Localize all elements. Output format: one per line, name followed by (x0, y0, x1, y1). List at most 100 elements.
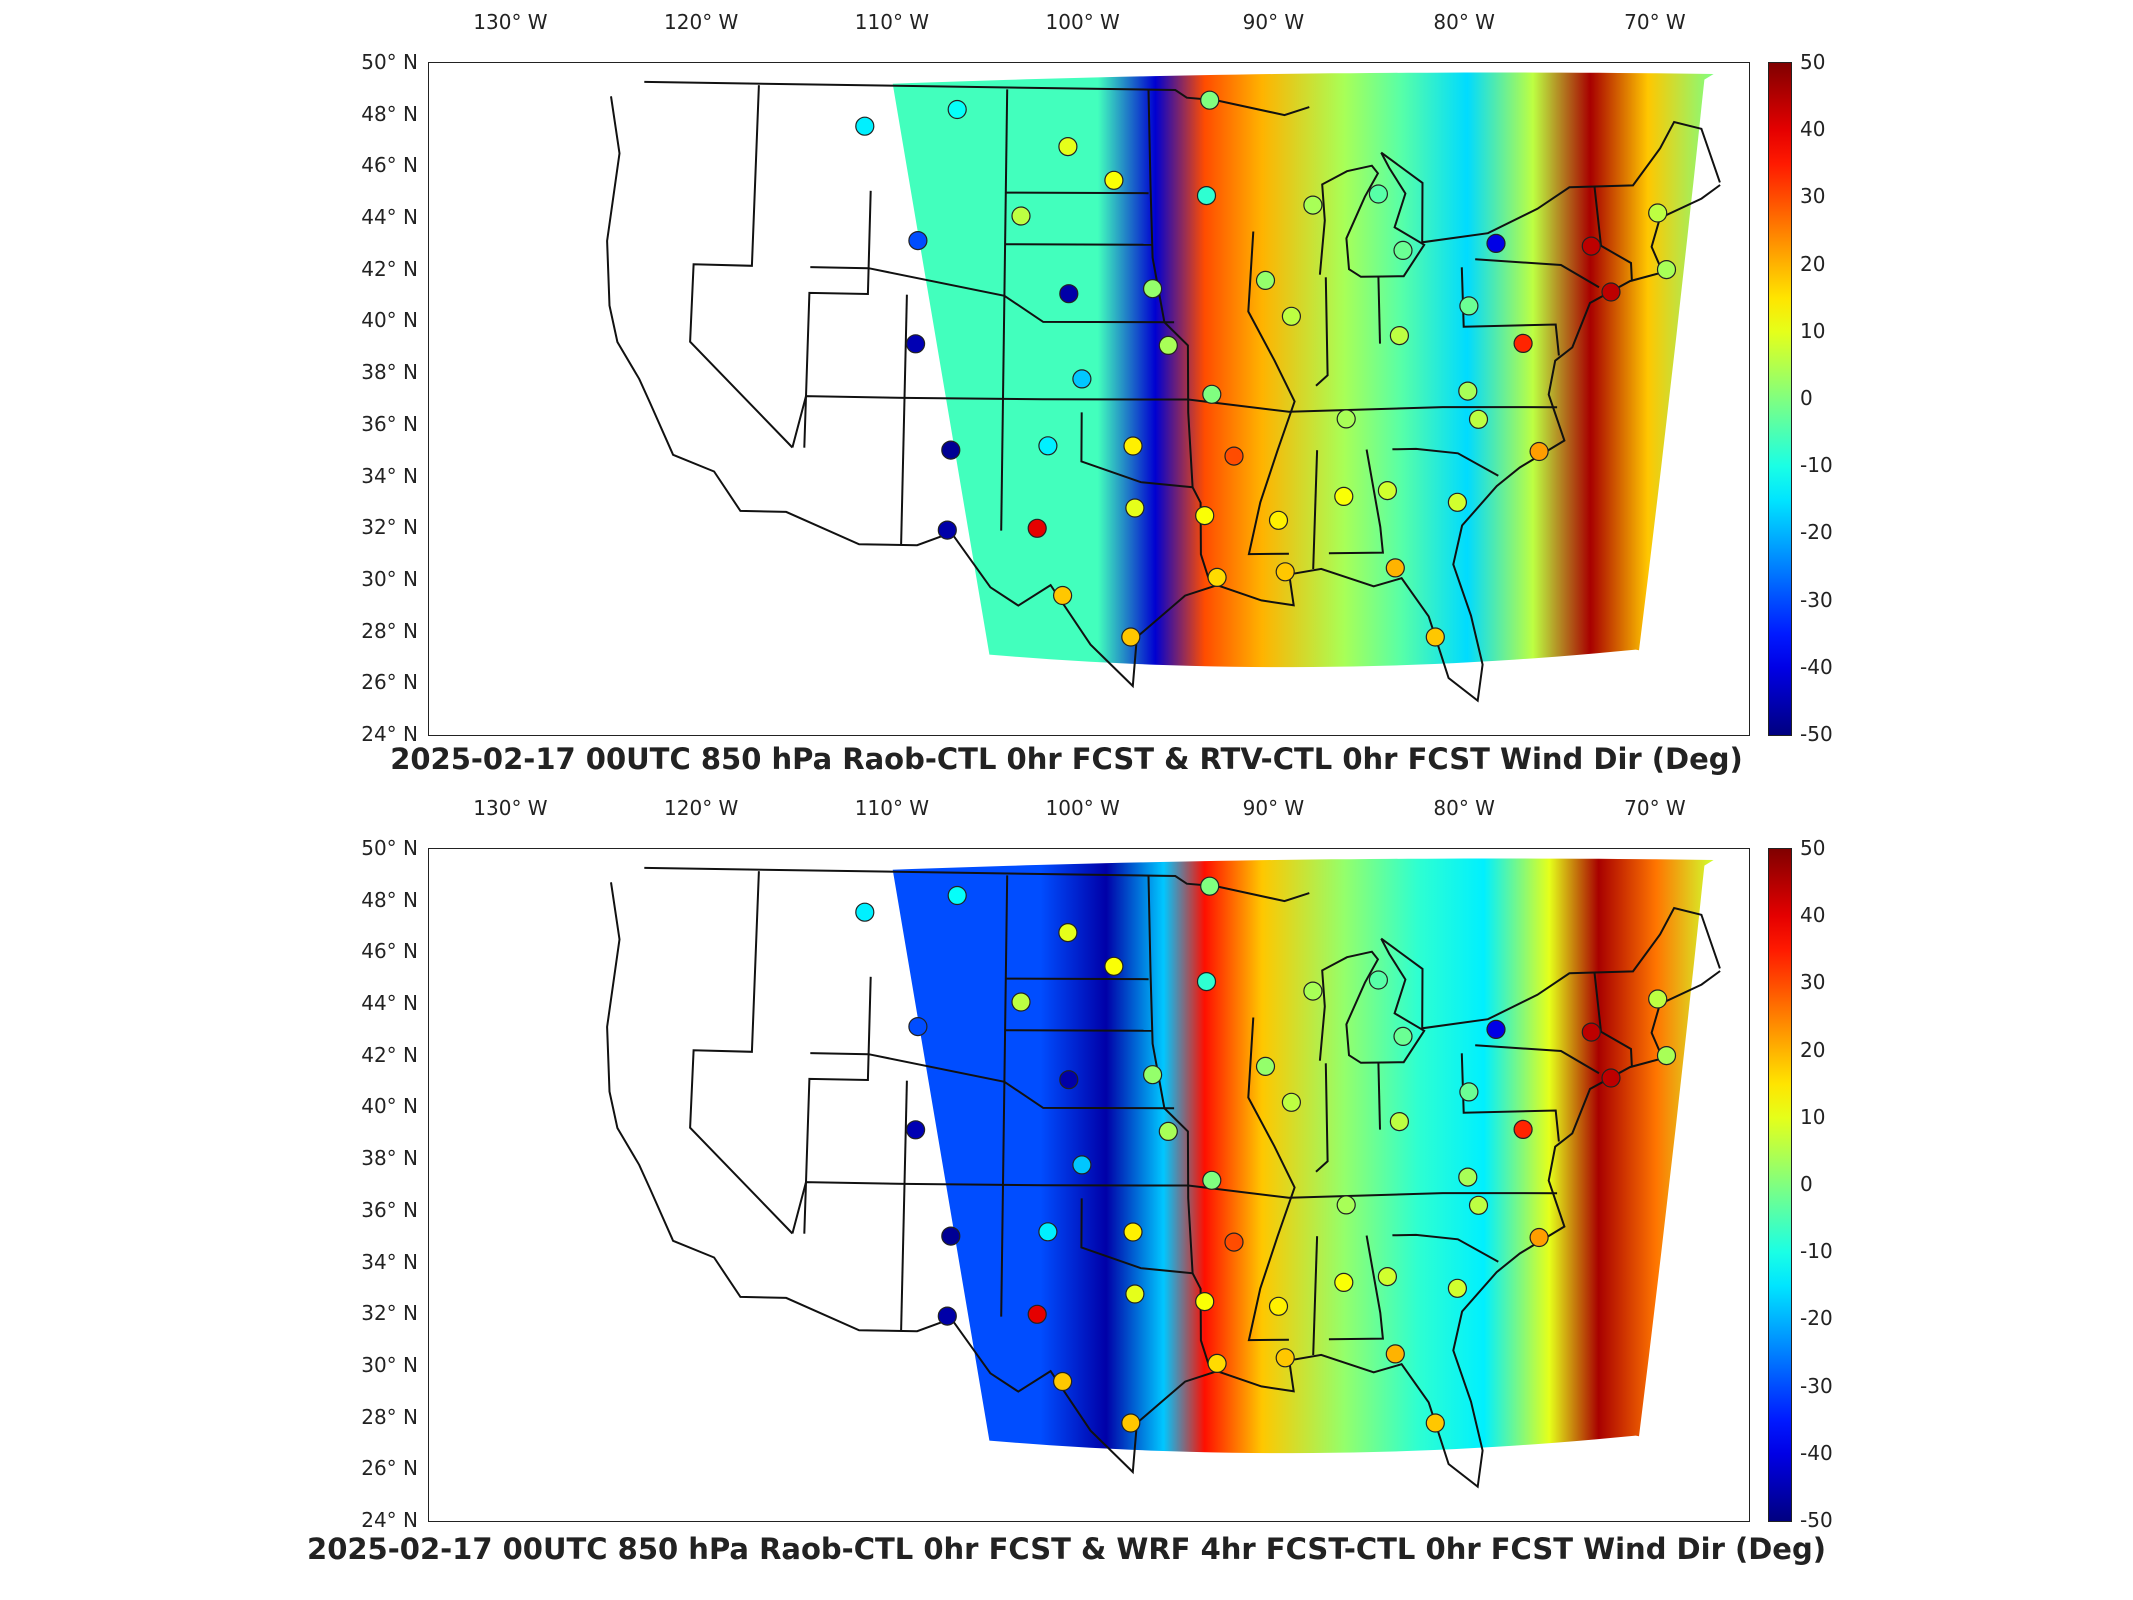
lat-tick-label: 28° N (361, 618, 418, 643)
lat-tick-label: 30° N (361, 566, 418, 591)
colorbar-tick-label: 30 (1800, 184, 1826, 209)
raob-station-marker (1275, 562, 1295, 582)
colorbar-tick-label: -20 (1800, 1306, 1833, 1331)
colorbar-tick-label: 20 (1800, 1037, 1826, 1062)
raob-station-marker (1385, 558, 1405, 578)
lat-tick-label: 38° N (361, 1146, 418, 1171)
raob-station-marker (1121, 627, 1141, 647)
raob-station-marker (1648, 989, 1668, 1009)
raob-station-marker (1281, 1092, 1302, 1112)
state-boundary (1328, 449, 1385, 555)
lat-tick-label: 28° N (361, 1404, 418, 1429)
raob-station-marker (1224, 1232, 1244, 1252)
raob-station-marker (1207, 1353, 1227, 1374)
state-boundary (1312, 450, 1319, 570)
lat-tick-label: 50° N (361, 50, 418, 74)
state-boundary (1147, 89, 1211, 581)
state-boundary (1005, 977, 1149, 981)
state-boundary (1005, 191, 1149, 195)
lon-tick-label: 70° W (1624, 796, 1686, 820)
map-canvas-bottom (606, 858, 1721, 1489)
raob-station-marker (1581, 1022, 1601, 1042)
raob-station-marker (1202, 1170, 1222, 1190)
raob-station-marker (1072, 1155, 1092, 1175)
raob-station-marker (1389, 1112, 1410, 1132)
state-boundary (1460, 267, 1560, 356)
lon-tick-label: 130° W (473, 796, 548, 820)
panel-title-bottom: 2025-02-17 00UTC 850 hPa Raob-CTL 0hr FC… (307, 1532, 1826, 1566)
raob-station-marker (1195, 506, 1215, 526)
raob-station-marker (1458, 1167, 1478, 1187)
raob-station-marker (1529, 441, 1549, 462)
raob-station-marker (1202, 384, 1222, 404)
raob-station-marker (1601, 282, 1621, 302)
raob-station-marker (1125, 498, 1145, 518)
raob-station-marker (1393, 1026, 1413, 1046)
raob-station-marker (941, 1226, 961, 1246)
raob-station-marker (1303, 195, 1323, 215)
colorbar-tick-label: 20 (1800, 251, 1826, 276)
raob-station-marker (1377, 1267, 1398, 1287)
state-boundary (1380, 906, 1721, 1030)
state-boundary (1460, 1053, 1560, 1142)
raob-station-marker (1334, 486, 1354, 506)
state-boundary (803, 976, 872, 1234)
raob-station-marker (1158, 1121, 1178, 1141)
lon-tick-label: 80° W (1433, 796, 1495, 820)
raob-station-marker (1459, 1082, 1479, 1102)
state-boundary (1247, 231, 1296, 556)
lat-tick-label: 46° N (361, 939, 418, 964)
lat-tick-label: 44° N (361, 205, 418, 230)
raob-station-marker (1425, 627, 1445, 647)
raob-station-marker (1059, 284, 1079, 304)
state-boundary (1593, 972, 1633, 1068)
raob-station-marker (941, 440, 961, 460)
raob-station-marker (1268, 1296, 1289, 1316)
raob-station-marker (906, 1120, 926, 1140)
state-boundary (1593, 186, 1633, 282)
lat-tick-label: 34° N (361, 1249, 418, 1274)
colorbar-tick-label: -30 (1800, 1373, 1833, 1398)
colorbar-top (1768, 62, 1792, 736)
raob-station-marker (1377, 481, 1398, 501)
map-frame-top (428, 62, 1750, 736)
colorbar-tick-label: -30 (1800, 587, 1833, 612)
raob-station-marker (1142, 1065, 1163, 1085)
lat-tick-label: 36° N (361, 411, 418, 436)
coastline (606, 96, 1721, 703)
raob-station-marker (906, 334, 926, 354)
raob-station-marker (1200, 876, 1220, 896)
state-boundary (1080, 1198, 1193, 1275)
lon-tick-label: 120° W (664, 796, 739, 820)
colorbar-tick-label: -20 (1800, 520, 1833, 545)
state-boundary (1318, 152, 1426, 278)
raob-station-marker (1072, 369, 1092, 389)
state-boundary (689, 85, 794, 449)
lat-tick-label: 26° N (361, 1456, 418, 1481)
raob-station-marker (1425, 1413, 1445, 1433)
lat-tick-label: 48° N (361, 887, 418, 912)
raob-station-marker (947, 885, 967, 906)
lat-tick-label: 40° N (361, 1094, 418, 1119)
raob-station-marker (1368, 970, 1389, 990)
raob-station-marker (1656, 260, 1677, 280)
raob-station-marker (1123, 436, 1143, 456)
raob-station-marker (1581, 236, 1601, 256)
colorbar-tick-label: 0 (1800, 386, 1813, 410)
raob-station-marker (1196, 972, 1217, 992)
raob-station-marker (1038, 436, 1058, 456)
colorbar-bottom (1768, 848, 1792, 1522)
raob-station-marker (1458, 381, 1478, 401)
raob-station-marker (1468, 1195, 1489, 1215)
lat-tick-label: 34° N (361, 463, 418, 488)
raob-station-marker (1011, 206, 1031, 226)
state-boundary (1247, 1017, 1296, 1342)
state-boundary (1147, 875, 1211, 1367)
colorbar-tick-label: 40 (1800, 117, 1826, 142)
colorbar-tick-label: 50 (1800, 50, 1826, 74)
raob-station-marker (1255, 270, 1276, 290)
coastline (606, 882, 1721, 1489)
raob-station-marker (1059, 1070, 1079, 1090)
colorbar-tick-label: 40 (1800, 903, 1826, 928)
lon-tick-label: 100° W (1045, 796, 1120, 820)
